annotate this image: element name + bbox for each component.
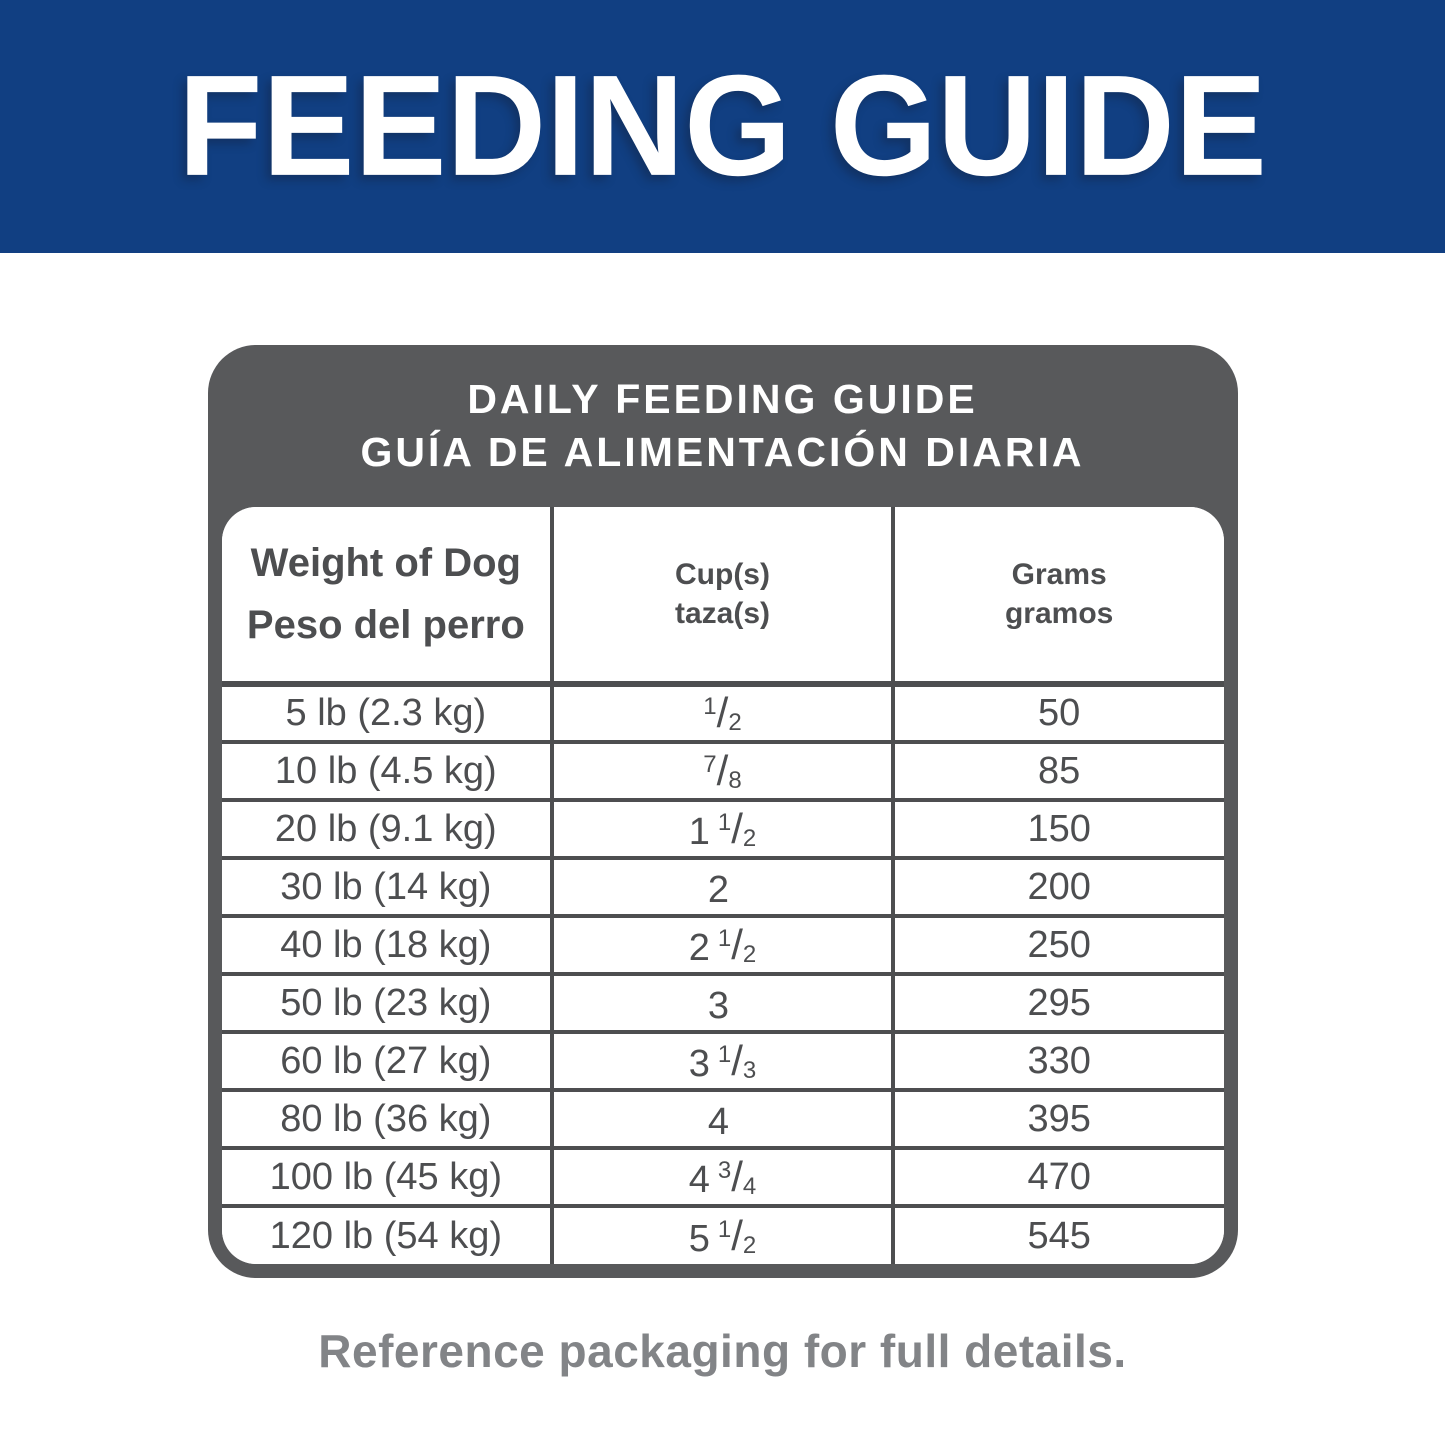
cups-cell: 4: [550, 1088, 895, 1150]
col-header-weight: Weight of Dog Peso del perro: [221, 507, 555, 687]
weight-header-spanish: Peso del perro: [246, 603, 525, 647]
weight-cell: 120 lb (54 kg): [221, 1204, 555, 1264]
table-row: 100 lb (45 kg) 4 3/4 470: [221, 1146, 1224, 1208]
table-body: 5 lb (2.3 kg) 1/2 50 10 lb (4.5 kg) 7/8 …: [221, 682, 1224, 1264]
cups-fraction-slash: /: [731, 1152, 743, 1200]
cups-whole: 3: [688, 1042, 710, 1085]
cups-fraction-denominator: 4: [742, 1172, 757, 1200]
cups-fraction-numerator: 1: [717, 924, 732, 952]
weight-cell: 20 lb (9.1 kg): [221, 798, 555, 860]
cups-whole: 1: [688, 810, 710, 853]
daily-feeding-guide-card: DAILY FEEDING GUIDE GUÍA DE ALIMENTACIÓN…: [207, 345, 1238, 1278]
cups-header-spanish: taza(s): [674, 597, 770, 630]
cups-fraction-denominator: 2: [742, 940, 757, 968]
cups-fraction-numerator: 1: [717, 808, 732, 836]
weight-cell: 5 lb (2.3 kg): [221, 682, 555, 744]
table-header: Weight of Dog Peso del perro Cup(s) taza…: [221, 507, 1224, 687]
reference-note: Reference packaging for full details.: [318, 1325, 1127, 1377]
cups-fraction-slash: /: [731, 1211, 743, 1259]
col-header-cups: Cup(s) taza(s): [550, 507, 895, 687]
header-row: Weight of Dog Peso del perro Cup(s) taza…: [221, 507, 1224, 687]
cups-fraction-numerator: 1: [717, 1215, 732, 1243]
weight-cell: 100 lb (45 kg): [221, 1146, 555, 1208]
grams-cell: 150: [890, 798, 1224, 860]
cups-fraction-numerator: 1: [717, 1040, 732, 1068]
feeding-table: Weight of Dog Peso del perro Cup(s) taza…: [221, 507, 1224, 1264]
cups-fraction-numerator: 3: [717, 1156, 732, 1184]
cups-fraction-denominator: 2: [728, 709, 742, 736]
grams-cell: 85: [890, 740, 1224, 802]
cups-fraction-denominator: 2: [742, 1231, 757, 1259]
card-header: DAILY FEEDING GUIDE GUÍA DE ALIMENTACIÓN…: [222, 345, 1224, 507]
table-row: 50 lb (23 kg) 3 295: [221, 972, 1224, 1034]
page-title: FEEDING GUIDE: [178, 45, 1267, 207]
cups-fraction-denominator: 8: [728, 766, 742, 794]
cups-fraction-numerator: 1: [703, 693, 717, 720]
cups-fraction-slash: /: [731, 1036, 743, 1084]
cups-header-english: Cup(s): [675, 558, 770, 591]
weight-cell: 80 lb (36 kg): [221, 1088, 555, 1150]
feeding-guide-banner: FEEDING GUIDE: [0, 0, 1445, 253]
grams-cell: 250: [890, 914, 1224, 976]
table-row: 10 lb (4.5 kg) 7/8 85: [221, 740, 1224, 802]
weight-cell: 30 lb (14 kg): [221, 856, 555, 918]
cups-cell: 1 1/2: [550, 798, 895, 860]
table-row: 120 lb (54 kg) 5 1/2 545: [221, 1204, 1224, 1264]
table-row: 30 lb (14 kg) 2 200: [221, 856, 1224, 918]
grams-cell: 395: [890, 1088, 1224, 1150]
cups-fraction-slash: /: [731, 920, 743, 968]
table-row: 5 lb (2.3 kg) 1/2 50: [221, 682, 1224, 744]
grams-cell: 200: [890, 856, 1224, 918]
cups-whole: 2: [707, 868, 730, 911]
grams-cell: 330: [890, 1030, 1224, 1092]
weight-cell: 50 lb (23 kg): [221, 972, 555, 1034]
cups-cell: 7/8: [550, 740, 895, 802]
card-title-english: DAILY FEEDING GUIDE: [467, 376, 978, 422]
grams-header-english: Grams: [1011, 558, 1107, 591]
cups-fraction-denominator: 3: [742, 1056, 757, 1084]
cups-whole: 5: [688, 1217, 710, 1260]
grams-header-spanish: gramos: [1004, 597, 1114, 630]
table-row: 80 lb (36 kg) 4 395: [221, 1088, 1224, 1150]
col-header-grams: Grams gramos: [890, 507, 1224, 687]
cups-fraction-numerator: 7: [703, 750, 717, 778]
cups-whole: 2: [688, 926, 710, 969]
grams-cell: 470: [890, 1146, 1224, 1208]
cups-whole: 4: [707, 1100, 730, 1143]
cups-cell: 2 1/2: [550, 914, 895, 976]
card-title-spanish: GUÍA DE ALIMENTACIÓN DIARIA: [360, 429, 1085, 475]
cups-fraction-slash: /: [731, 804, 743, 852]
weight-header-english: Weight of Dog: [250, 541, 521, 585]
cups-cell: 2: [550, 856, 895, 918]
table-row: 60 lb (27 kg) 3 1/3 330: [221, 1030, 1224, 1092]
table-row: 20 lb (9.1 kg) 1 1/2 150: [221, 798, 1224, 860]
cups-cell: 3 1/3: [550, 1030, 895, 1092]
cups-cell: 3: [550, 972, 895, 1034]
cups-whole: 4: [688, 1158, 710, 1201]
cups-fraction-slash: /: [716, 746, 729, 794]
cups-whole: 3: [707, 984, 730, 1027]
cups-cell: 4 3/4: [550, 1146, 895, 1208]
weight-cell: 60 lb (27 kg): [221, 1030, 555, 1092]
cups-fraction-slash: /: [716, 689, 729, 736]
grams-cell: 295: [890, 972, 1224, 1034]
grams-cell: 50: [890, 682, 1224, 744]
cups-fraction-denominator: 2: [742, 824, 757, 852]
cups-cell: 5 1/2: [550, 1204, 895, 1264]
grams-cell: 545: [890, 1204, 1224, 1264]
table-row: 40 lb (18 kg) 2 1/2 250: [221, 914, 1224, 976]
weight-cell: 40 lb (18 kg): [221, 914, 555, 976]
cups-cell: 1/2: [550, 682, 895, 744]
weight-cell: 10 lb (4.5 kg): [221, 740, 555, 802]
feeding-table-container: Weight of Dog Peso del perro Cup(s) taza…: [221, 507, 1224, 1264]
